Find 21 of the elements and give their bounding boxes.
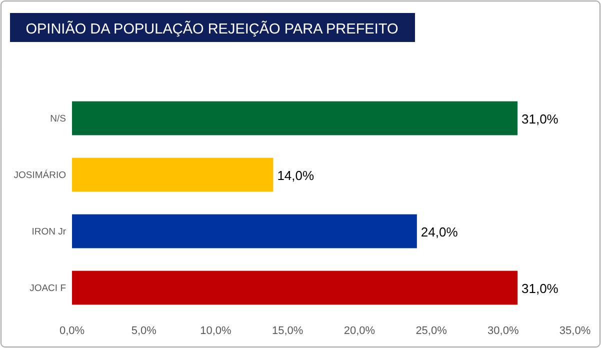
data-label: 31,0%	[522, 280, 559, 296]
data-label: 31,0%	[522, 111, 559, 126]
x-tick-label: 10,0%	[200, 324, 232, 337]
x-tick-label: 35,0%	[559, 324, 591, 337]
y-tick-label: JOSIMÁRIO	[14, 168, 66, 181]
x-tick-label: 15,0%	[272, 324, 304, 337]
x-tick-label: 30,0%	[488, 324, 519, 337]
bar	[72, 101, 518, 136]
y-tick-label: IRON Jr	[32, 226, 66, 238]
x-tick-label: 5,0%	[131, 324, 157, 337]
y-tick-label: JOACI F	[30, 282, 66, 294]
bar	[72, 158, 274, 192]
x-tick-label: 20,0%	[344, 324, 376, 337]
chart-title: OPINIÃO DA POPULAÇÃO REJEIÇÃO PARA PREFEITO	[26, 20, 398, 38]
x-tick-label: 25,0%	[416, 324, 448, 337]
data-label: 24,0%	[420, 224, 458, 240]
bar	[72, 214, 417, 248]
data-label: 14,0%	[277, 168, 314, 183]
x-tick-label: 0,0%	[59, 324, 85, 337]
bar	[72, 270, 518, 305]
y-tick-label: N/S	[50, 113, 66, 124]
